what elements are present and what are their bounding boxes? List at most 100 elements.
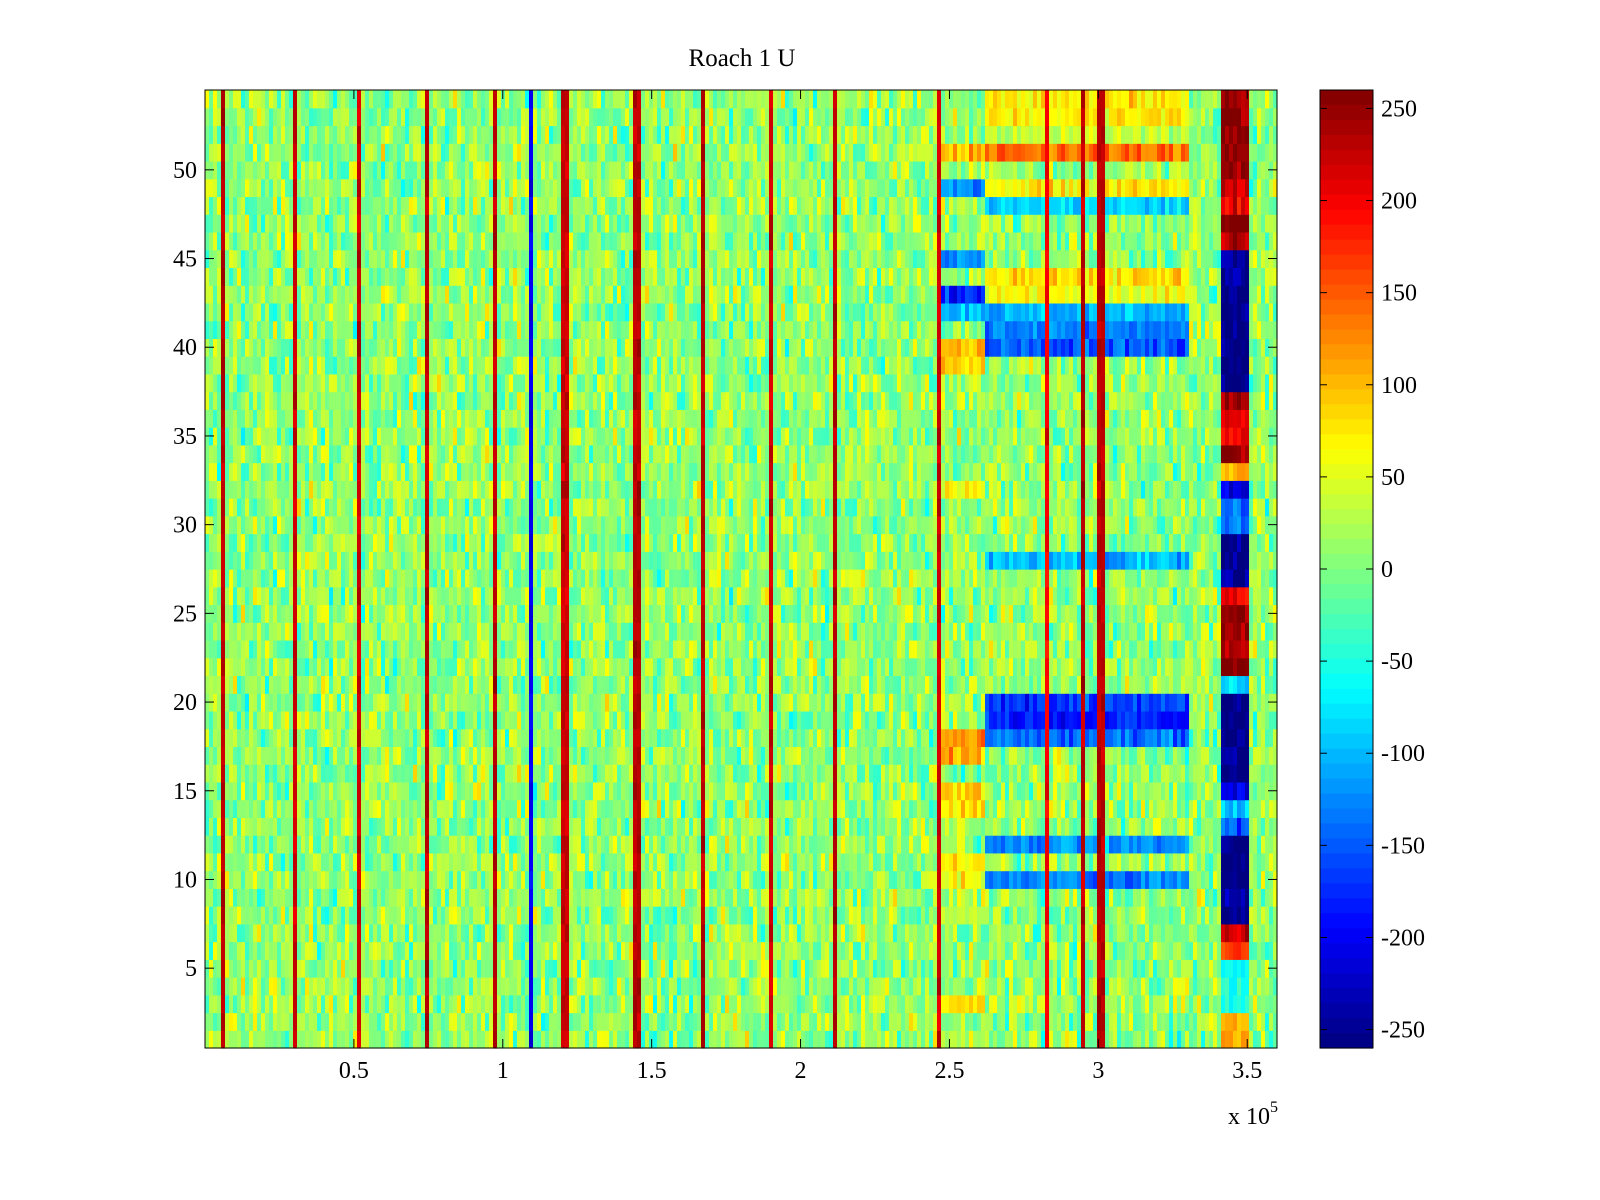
heatmap-cell [461,781,466,801]
heatmap-cell [421,923,426,943]
heatmap-cell [509,959,514,978]
heatmap-cell [1125,817,1130,836]
heatmap-cell [217,923,222,943]
heatmap-cell [565,710,570,730]
heatmap-cell [413,870,418,889]
heatmap-cell [629,923,634,943]
heatmap-cell [281,906,286,925]
heatmap-cell [669,906,674,925]
heatmap-cell [529,817,534,836]
heatmap-cell [1217,799,1222,818]
heatmap-cell [273,1030,278,1049]
heatmap-cell [793,710,798,730]
heatmap-cell [969,764,974,783]
heatmap-cell [1001,835,1006,854]
heatmap-cell [861,764,866,783]
heatmap-cell [997,746,1002,765]
heatmap-cell [1237,781,1242,801]
heatmap-cell [269,710,274,730]
heatmap-cell [817,835,822,854]
heatmap-cell [237,1030,242,1049]
heatmap-cell [793,817,798,836]
heatmap-cell [977,977,982,996]
heatmap-cell [473,994,478,1014]
heatmap-cell [937,906,942,925]
heatmap-cell [457,710,462,730]
heatmap-cell [525,1012,530,1031]
heatmap-cell [921,728,926,748]
heatmap-cell [405,1030,410,1049]
heatmap-cell [401,764,406,783]
heatmap-cell [625,799,630,818]
heatmap-cell [729,728,734,748]
heatmap-cell [865,746,870,765]
heatmap-cell [337,941,342,960]
heatmap-cell [1017,746,1022,765]
heatmap-cell [1225,923,1230,943]
heatmap-cell [417,941,422,960]
heatmap-cell [689,728,694,748]
heatmap-cell [957,852,962,872]
heatmap-cell [1253,1030,1258,1049]
heatmap-cell [781,728,786,748]
heatmap-cell [993,835,998,854]
heatmap-cell [389,888,394,907]
heatmap-cell [425,888,430,907]
heatmap-cell [493,1012,498,1031]
heatmap-cell [357,710,362,730]
heatmap-cell [773,959,778,978]
heatmap-cell [985,1012,990,1031]
heatmap-cell [433,710,438,730]
heatmap-cell [1221,1012,1226,1031]
heatmap-cell [825,817,830,836]
heatmap-cell [885,888,890,907]
heatmap-cell [977,799,982,818]
heatmap-cell [865,710,870,730]
heatmap-cell [397,959,402,978]
heatmap-cell [469,852,474,872]
heatmap-cell [801,977,806,996]
heatmap-cell [1061,781,1066,801]
heatmap-cell [1045,888,1050,907]
heatmap-cell [1181,941,1186,960]
heatmap-cell [1033,888,1038,907]
heatmap-cell [313,764,318,783]
heatmap-cell [489,799,494,818]
heatmap-cell [961,994,966,1014]
heatmap-cell [889,923,894,943]
heatmap-cell [741,941,746,960]
heatmap-cell [333,888,338,907]
heatmap-cell [805,746,810,765]
heatmap-cell [437,746,442,765]
heatmap-cell [913,1030,918,1049]
heatmap-cell [761,923,766,943]
heatmap-cell [577,710,582,730]
heatmap-cell [445,710,450,730]
heatmap-cell [761,728,766,748]
heatmap-cell [1145,870,1150,889]
heatmap-cell [857,959,862,978]
heatmap-cell [777,799,782,818]
heatmap-cell [305,1012,310,1031]
heatmap-cell [253,781,258,801]
heatmap-cell [281,941,286,960]
heatmap-cell [813,710,818,730]
heatmap-cell [329,959,334,978]
heatmap-cell [825,977,830,996]
heatmap-cell [729,852,734,872]
heatmap-cell [229,888,234,907]
heatmap-cell [877,1030,882,1049]
heatmap-cell [749,852,754,872]
heatmap-cell [1165,870,1170,889]
heatmap-cell [705,923,710,943]
heatmap-cell [773,817,778,836]
heatmap-cell [397,1030,402,1049]
heatmap-cell [637,781,642,801]
heatmap-cell [417,852,422,872]
heatmap-cell [537,728,542,748]
heatmap-cell [1037,835,1042,854]
heatmap-cell [321,764,326,783]
heatmap-cell [741,710,746,730]
heatmap-cell [345,799,350,818]
heatmap-cell [733,870,738,889]
